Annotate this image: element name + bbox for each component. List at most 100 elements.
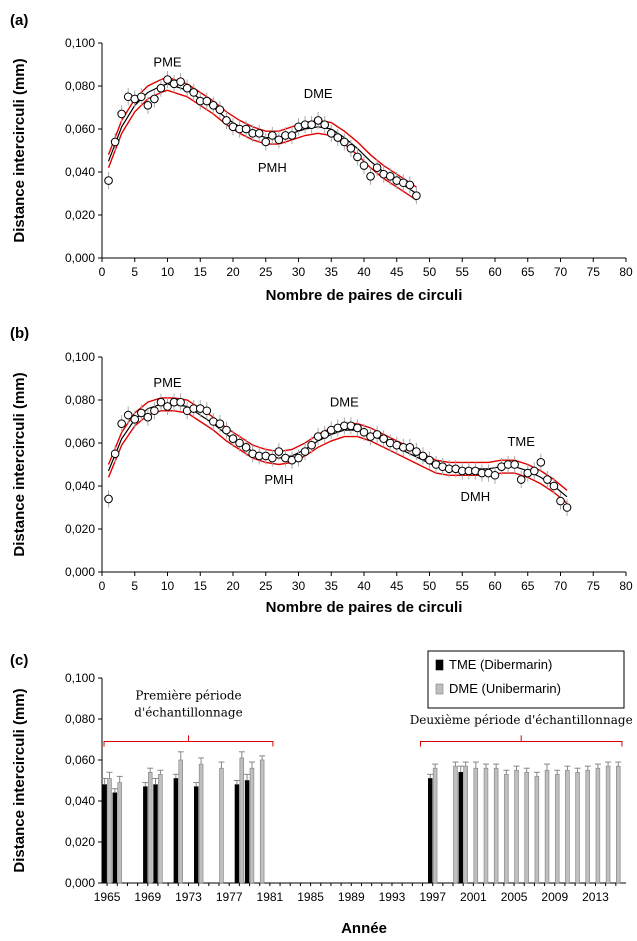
- y-tick-label: 0,080: [65, 79, 95, 93]
- x-tick-label: 1993: [379, 890, 406, 904]
- data-point: [150, 94, 159, 104]
- data-point: [156, 397, 166, 407]
- period-label: Deuxième période d'échantillonnage: [410, 713, 633, 727]
- y-tick-label: 0,000: [65, 565, 95, 579]
- period-label: Première période: [135, 689, 241, 703]
- y-tick-label: 0,040: [65, 479, 95, 493]
- data-point: [104, 176, 113, 185]
- data-point: [372, 163, 382, 172]
- y-axis-label: Distance intercirculi (mm): [11, 58, 28, 242]
- bar-dme: [158, 774, 163, 884]
- bar-dme: [504, 774, 509, 884]
- x-tick-label: 30: [292, 265, 306, 279]
- panel-label: (b): [10, 325, 29, 342]
- bar-dme: [595, 767, 601, 884]
- bar-dme: [147, 771, 153, 884]
- legend-box: [427, 650, 625, 709]
- y-axis-label: Distance intercirculi (mm): [11, 688, 28, 872]
- annotation-tme: TME: [507, 434, 535, 449]
- data-point: [385, 172, 395, 181]
- data-point: [176, 397, 185, 407]
- data-point: [110, 137, 120, 147]
- x-tick-label: 60: [488, 265, 502, 279]
- data-point: [222, 425, 231, 435]
- x-tick-label: 2001: [460, 890, 487, 904]
- bar-dme: [493, 767, 499, 884]
- x-tick-label: 40: [357, 579, 371, 593]
- bar-dme: [514, 769, 519, 884]
- y-axis-label: Distance intercirculi (mm): [11, 372, 28, 556]
- bar-tme: [244, 780, 250, 884]
- y-tick-label: 0,040: [65, 165, 95, 179]
- bar-tme: [173, 778, 179, 884]
- y-tick-label: 0,000: [65, 876, 95, 890]
- x-tick-label: 35: [325, 265, 339, 279]
- data-point: [549, 481, 559, 491]
- bar-dme: [565, 769, 570, 884]
- legend-entry: DME (Unibermarin): [449, 681, 561, 696]
- bar-dme: [463, 765, 468, 884]
- x-tick-label: 10: [161, 265, 175, 279]
- x-tick-label: 20: [226, 265, 240, 279]
- data-point: [333, 133, 343, 142]
- data-point: [353, 423, 362, 433]
- x-tick-label: 20: [226, 579, 240, 593]
- data-point: [215, 105, 225, 114]
- period-bracket: [419, 735, 623, 747]
- x-tick-label: 60: [488, 579, 502, 593]
- bar-dme: [473, 767, 479, 884]
- y-tick-label: 0,060: [65, 122, 95, 136]
- data-point: [425, 455, 434, 465]
- bar-dme: [219, 767, 224, 884]
- data-point: [268, 453, 277, 463]
- data-point: [353, 152, 362, 162]
- annotation-dme: DME: [330, 394, 359, 409]
- data-point: [530, 466, 539, 476]
- data-point: [209, 101, 218, 110]
- legend-swatch: [435, 683, 444, 695]
- data-point: [320, 430, 330, 439]
- x-tick-label: 75: [587, 579, 601, 593]
- data-point: [143, 101, 153, 110]
- x-tick-label: 1965: [94, 890, 121, 904]
- x-tick-label: 15: [194, 579, 208, 593]
- data-point: [202, 406, 212, 416]
- bar-tme: [153, 784, 158, 884]
- y-tick-label: 0,040: [65, 794, 95, 808]
- x-tick-label: 0: [99, 265, 106, 279]
- x-tick-label: 70: [554, 265, 568, 279]
- data-point: [215, 419, 225, 428]
- data-point: [189, 88, 198, 97]
- bar-tme: [234, 784, 240, 884]
- bar-dme: [575, 771, 580, 884]
- data-point: [543, 475, 552, 484]
- bar-dme: [605, 765, 611, 884]
- panel-label: (c): [10, 652, 28, 669]
- x-tick-label: 75: [587, 265, 601, 279]
- data-point: [405, 443, 415, 452]
- x-tick-label: 25: [259, 265, 273, 279]
- x-tick-label: 50: [423, 579, 437, 593]
- bar-dme: [117, 782, 122, 884]
- data-point: [359, 427, 369, 437]
- bar-dme: [432, 767, 438, 884]
- data-point: [143, 412, 153, 422]
- y-tick-label: 0,080: [65, 393, 95, 407]
- x-tick-label: 1977: [216, 890, 243, 904]
- x-tick-label: 65: [521, 579, 535, 593]
- data-point: [294, 453, 303, 463]
- y-tick-label: 0,020: [65, 835, 95, 849]
- data-point: [228, 434, 238, 444]
- y-tick-label: 0,060: [65, 436, 95, 450]
- y-tick-label: 0,020: [65, 522, 95, 536]
- data-point: [490, 470, 500, 480]
- data-point: [379, 434, 388, 444]
- data-point: [202, 96, 212, 106]
- x-tick-label: 70: [554, 579, 568, 593]
- y-tick-label: 0,060: [65, 753, 95, 767]
- data-point: [510, 460, 519, 469]
- period-bracket: [103, 735, 274, 747]
- data-point: [137, 408, 146, 418]
- x-tick-label: 40: [357, 265, 371, 279]
- panel-label: (a): [10, 12, 28, 29]
